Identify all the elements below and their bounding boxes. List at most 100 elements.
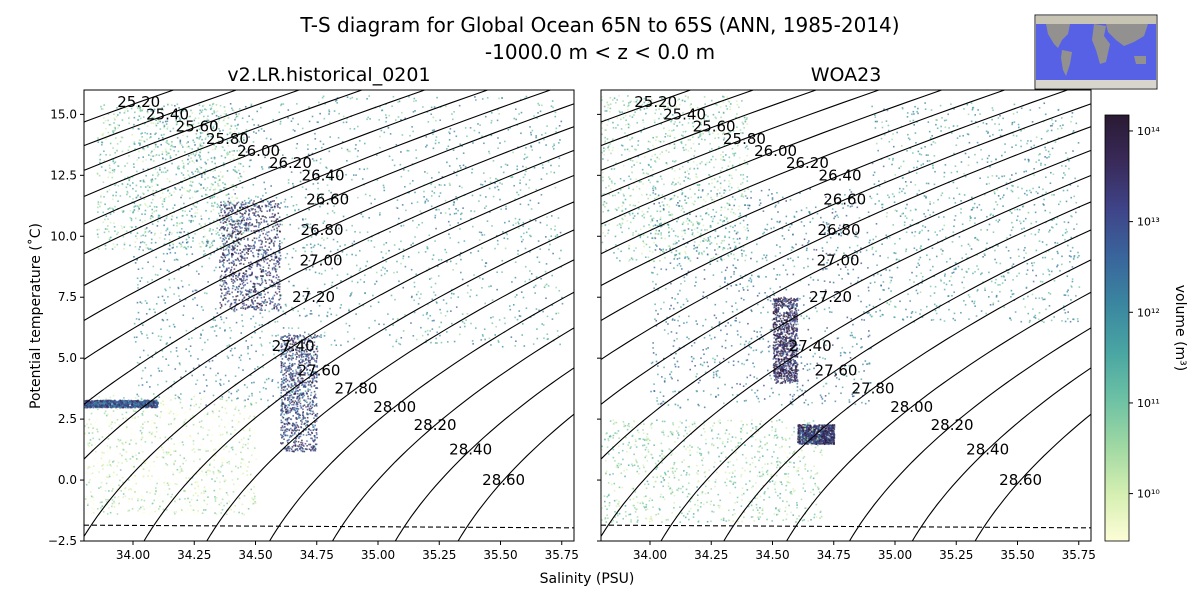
volume-point (280, 336, 283, 339)
volume-point (498, 112, 501, 115)
volume-point (84, 420, 87, 422)
volume-point (521, 323, 524, 325)
volume-point (277, 212, 280, 215)
volume-point (260, 270, 263, 273)
volume-point (228, 236, 231, 239)
volume-point (274, 203, 277, 205)
volume-point (345, 173, 347, 176)
volume-point (200, 333, 202, 335)
volume-point (265, 192, 267, 194)
volume-point (273, 214, 276, 217)
volume-point (263, 181, 266, 184)
volume-point (163, 124, 166, 127)
volume-point (296, 335, 299, 338)
volume-point (228, 460, 230, 463)
volume-point (122, 443, 124, 446)
volume-point (310, 356, 313, 358)
volume-point (287, 359, 290, 362)
volume-point (270, 279, 273, 282)
volume-point (148, 118, 151, 120)
volume-point (136, 361, 139, 364)
volume-point (231, 236, 233, 238)
volume-point (286, 252, 289, 255)
volume-point (350, 293, 352, 295)
volume-point (136, 205, 138, 207)
volume-point (265, 251, 268, 254)
volume-point (301, 414, 304, 416)
volume-point (531, 149, 534, 151)
volume-point (129, 225, 131, 228)
volume-point (176, 166, 179, 169)
volume-point (196, 425, 198, 427)
volume-point (228, 396, 230, 399)
volume-point (139, 301, 142, 303)
volume-point (291, 378, 294, 381)
volume-point (232, 282, 235, 284)
volume-point (494, 247, 496, 250)
volume-point (306, 401, 308, 404)
volume-point (219, 278, 221, 281)
volume-point (215, 121, 217, 124)
volume-point (169, 155, 172, 157)
volume-point (504, 322, 506, 325)
volume-point (292, 185, 295, 188)
volume-point (256, 307, 258, 309)
volume-point (145, 227, 148, 229)
volume-point (121, 454, 123, 457)
volume-point (268, 270, 271, 273)
volume-point (331, 267, 334, 270)
volume-point (424, 251, 427, 253)
volume-point (291, 354, 294, 357)
volume-point (273, 228, 276, 231)
volume-point (277, 386, 280, 389)
volume-point (138, 208, 140, 210)
volume-point (157, 495, 160, 498)
volume-point (315, 405, 318, 407)
volume-point (298, 350, 301, 353)
volume-point (188, 210, 191, 212)
volume-point (191, 337, 193, 339)
volume-point (190, 467, 193, 469)
volume-point (217, 212, 220, 215)
volume-point (235, 243, 237, 245)
volume-point (383, 323, 385, 326)
volume-point (295, 403, 298, 406)
volume-point (143, 122, 146, 125)
volume-point (402, 248, 405, 251)
volume-point (248, 115, 250, 117)
volume-point (123, 107, 126, 109)
volume-point (158, 370, 161, 372)
volume-point (301, 218, 304, 220)
volume-point (314, 202, 317, 205)
volume-point (123, 226, 126, 228)
volume-point (550, 235, 553, 237)
volume-point (271, 380, 273, 383)
volume-point (471, 340, 474, 342)
volume-point (111, 169, 114, 172)
volume-point (247, 239, 249, 241)
volume-point (219, 301, 221, 304)
volume-point (229, 223, 232, 225)
volume-point (169, 449, 172, 451)
volume-point (243, 418, 245, 420)
volume-point (204, 223, 207, 225)
volume-point (245, 273, 247, 275)
volume-point (96, 233, 99, 236)
volume-point (233, 285, 235, 288)
volume-point (335, 287, 338, 289)
volume-point (305, 359, 307, 361)
volume-point (143, 241, 146, 244)
volume-point (520, 111, 523, 114)
volume-density-cloud (84, 95, 564, 516)
volume-point (222, 243, 225, 245)
volume-point (253, 213, 256, 216)
volume-point (182, 109, 185, 112)
volume-point (122, 493, 125, 495)
volume-point (248, 288, 251, 291)
volume-point (244, 279, 247, 282)
volume-point (201, 109, 204, 112)
volume-point (272, 296, 274, 299)
volume-point (234, 247, 236, 250)
volume-point (294, 391, 296, 393)
